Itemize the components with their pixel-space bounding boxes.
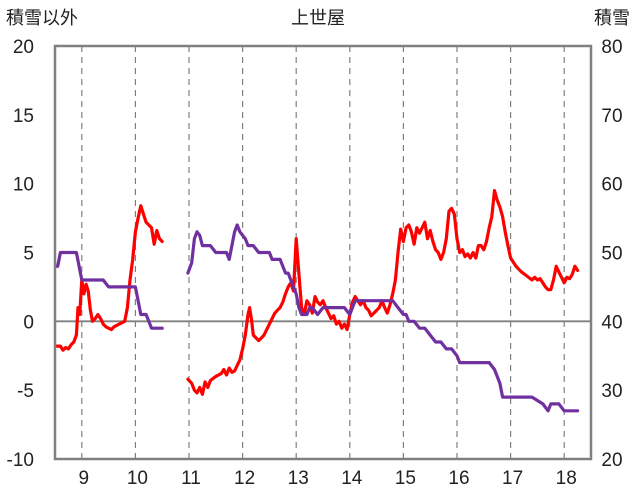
- series-other-line-segment-1: [54, 204, 164, 352]
- y-left-tick-label: 20: [13, 37, 34, 58]
- x-tick-label: 16: [448, 468, 469, 489]
- y-left-tick-label: 0: [23, 312, 34, 333]
- series-snow-line-segment-1: [54, 250, 164, 330]
- y-right-tick-label: 60: [601, 175, 622, 196]
- x-tick-label: 17: [502, 468, 523, 489]
- y-right-tick-label: 50: [601, 244, 622, 265]
- y-right-tick-label: 70: [601, 106, 622, 127]
- x-tick-labels: 9 10 11 12 13 14 15 16 17 18: [79, 468, 577, 489]
- x-tick-label: 13: [288, 468, 309, 489]
- plot-frame: [53, 44, 593, 461]
- y-left-tick-label: 5: [23, 244, 34, 265]
- series-other-line-segment-2: [186, 189, 580, 396]
- y-right-tick-label: 20: [601, 450, 622, 471]
- y-left-tick-labels: -10 -5 0 5 10 15 20: [7, 37, 34, 471]
- x-tick-label: 10: [127, 468, 148, 489]
- series-snow-line-segment-2: [186, 223, 580, 413]
- y-right-tick-label: 80: [601, 37, 622, 58]
- y-left-tick-label: 10: [13, 175, 34, 196]
- x-tick-label: 11: [181, 468, 201, 489]
- x-tick-label: 14: [341, 468, 363, 489]
- y-right-tick-label: 40: [601, 312, 622, 333]
- y-left-tick-label: -5: [17, 381, 34, 402]
- y-right-tick-labels: 20 30 40 50 60 70 80: [601, 37, 622, 471]
- plot-series: [54, 189, 580, 413]
- y-right-axis-label: 積雪: [594, 8, 630, 29]
- y-left-axis-label: 積雪以外: [6, 8, 78, 29]
- y-left-tick-label: 15: [13, 106, 34, 127]
- y-left-tick-label: -10: [7, 450, 34, 471]
- x-tick-label: 12: [234, 468, 255, 489]
- y-right-tick-label: 30: [601, 381, 622, 402]
- grid-lines: [81, 46, 565, 459]
- x-tick-label: 15: [395, 468, 416, 489]
- chart-title: 上世屋: [291, 8, 345, 29]
- x-tick-label: 18: [556, 468, 577, 489]
- x-tick-label: 9: [79, 468, 90, 489]
